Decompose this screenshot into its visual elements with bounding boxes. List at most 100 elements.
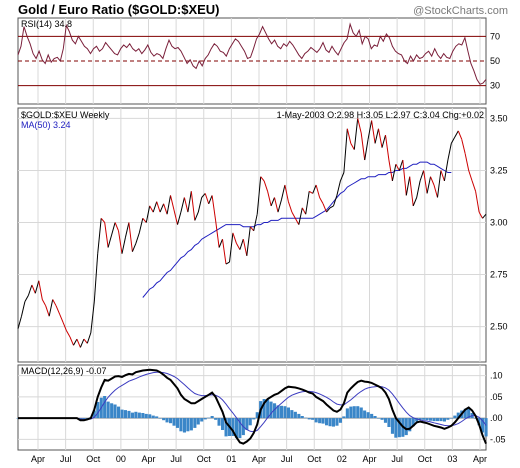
macd-histogram-bar bbox=[453, 415, 457, 419]
price-line-segment bbox=[86, 332, 92, 344]
price-line-segment bbox=[232, 232, 237, 244]
price-line-segment bbox=[225, 261, 230, 265]
macd-histogram-bar bbox=[110, 403, 114, 419]
macd-y-tick-label: .05 bbox=[490, 392, 503, 402]
price-line-segment bbox=[450, 136, 456, 144]
price-line-segment bbox=[138, 218, 144, 234]
price-line-segment bbox=[315, 184, 321, 198]
macd-histogram-bar bbox=[352, 406, 356, 419]
price-line-segment bbox=[294, 218, 300, 225]
price-line-segment bbox=[173, 209, 178, 225]
price-line-segment bbox=[430, 176, 435, 186]
macd-histogram-bar bbox=[137, 412, 141, 419]
macd-histogram-bar bbox=[370, 413, 374, 419]
rsi-reference-lines bbox=[18, 35, 486, 87]
rsi-panel: 30 50 70 RSI(14) 34.8 bbox=[17, 17, 500, 105]
price-line-segment bbox=[118, 230, 123, 254]
price-line-segment bbox=[301, 207, 307, 215]
price-line-segment bbox=[235, 243, 241, 250]
macd-histogram-bar bbox=[165, 418, 169, 423]
macd-histogram-bar bbox=[335, 418, 339, 426]
price-line-segment bbox=[76, 338, 81, 348]
price-line-segment bbox=[131, 243, 137, 252]
macd-histogram-bar bbox=[92, 410, 96, 419]
x-tick-label: Oct bbox=[197, 454, 212, 464]
rsi-y-tick-label: 30 bbox=[490, 81, 500, 91]
price-line-segment bbox=[159, 203, 165, 213]
x-tick-label: Jul bbox=[281, 454, 293, 464]
price-line-segment bbox=[69, 336, 74, 346]
price-line-segment bbox=[31, 284, 36, 294]
price-line-segment bbox=[17, 316, 22, 329]
macd-histogram-bar bbox=[200, 418, 204, 422]
macd-histogram-bar bbox=[429, 418, 433, 421]
price-line-segment bbox=[398, 159, 404, 171]
price-line-segment bbox=[107, 234, 113, 248]
macd-histogram-bar bbox=[103, 396, 107, 419]
macd-histogram-bar bbox=[162, 418, 166, 421]
price-y-tick-label: 3.25 bbox=[490, 165, 508, 175]
price-line-segment bbox=[378, 128, 383, 148]
x-tick-label: Apr bbox=[473, 454, 487, 464]
macd-histogram-bar bbox=[286, 407, 290, 419]
price-line-segment bbox=[405, 176, 411, 196]
macd-histogram-bar bbox=[380, 418, 384, 420]
macd-histogram-bar bbox=[252, 418, 256, 420]
price-line-segment bbox=[256, 176, 262, 215]
price-line-segment bbox=[149, 205, 154, 213]
macd-histogram-bar bbox=[481, 418, 485, 433]
price-line-segment bbox=[194, 211, 199, 221]
price-line-segment bbox=[62, 322, 67, 331]
price-line-segment bbox=[322, 203, 327, 213]
price-line-segment bbox=[454, 130, 459, 138]
price-line-segment bbox=[253, 214, 258, 231]
x-tick-label: Apr bbox=[362, 454, 376, 464]
macd-histogram-bar bbox=[345, 408, 349, 419]
price-line-segment bbox=[287, 201, 293, 213]
macd-histogram-bar bbox=[422, 418, 426, 420]
macd-histogram-bar bbox=[325, 418, 329, 426]
macd-histogram-bar bbox=[321, 418, 325, 424]
price-line-segment bbox=[478, 211, 483, 219]
price-line-segment bbox=[305, 191, 310, 215]
price-line-segment bbox=[270, 197, 275, 207]
price-line-segment bbox=[218, 239, 223, 248]
price-line-segment bbox=[121, 236, 126, 254]
price-line-segment bbox=[166, 195, 171, 215]
macd-histogram-bar bbox=[224, 418, 228, 437]
price-line-segment bbox=[409, 176, 414, 206]
price-y-tick-label: 2.50 bbox=[490, 322, 508, 332]
price-line-segment bbox=[343, 128, 348, 173]
macd-y-tick-label: -.05 bbox=[490, 434, 506, 444]
x-tick-label: Oct bbox=[418, 454, 433, 464]
price-gridlines bbox=[18, 108, 486, 362]
macd-histogram-bar bbox=[193, 418, 197, 428]
macd-histogram-bar bbox=[279, 405, 283, 419]
price-line-segment bbox=[291, 211, 296, 219]
x-tick-label: Jul bbox=[60, 454, 72, 464]
macd-histogram-bar bbox=[404, 418, 408, 436]
macd-line bbox=[18, 368, 487, 445]
price-series-label: $GOLD:$XEU Weekly bbox=[21, 110, 110, 120]
x-tick-label: Apr bbox=[31, 454, 45, 464]
macd-histogram-bar bbox=[217, 418, 221, 426]
price-line-segment bbox=[41, 299, 47, 307]
macd-histogram-bar bbox=[435, 418, 439, 422]
price-line-segment bbox=[388, 159, 393, 181]
macd-histogram-bar bbox=[245, 418, 249, 430]
macd-histogram-bar bbox=[238, 418, 242, 439]
macd-histogram-bar bbox=[442, 418, 446, 422]
macd-histogram-bar bbox=[356, 406, 360, 419]
price-line-segment bbox=[142, 217, 147, 223]
macd-histogram-bar bbox=[175, 418, 179, 428]
macd-histogram-bar bbox=[266, 399, 270, 419]
price-line bbox=[17, 118, 487, 348]
price-line-segment bbox=[468, 170, 473, 182]
price-line-segment bbox=[277, 199, 282, 213]
price-line-segment bbox=[156, 201, 161, 213]
macd-histogram-bar bbox=[255, 412, 259, 419]
price-line-segment bbox=[135, 232, 140, 244]
macd-histogram-bar bbox=[130, 412, 134, 419]
macd-histogram-bar bbox=[456, 412, 460, 419]
price-line-segment bbox=[416, 180, 421, 198]
